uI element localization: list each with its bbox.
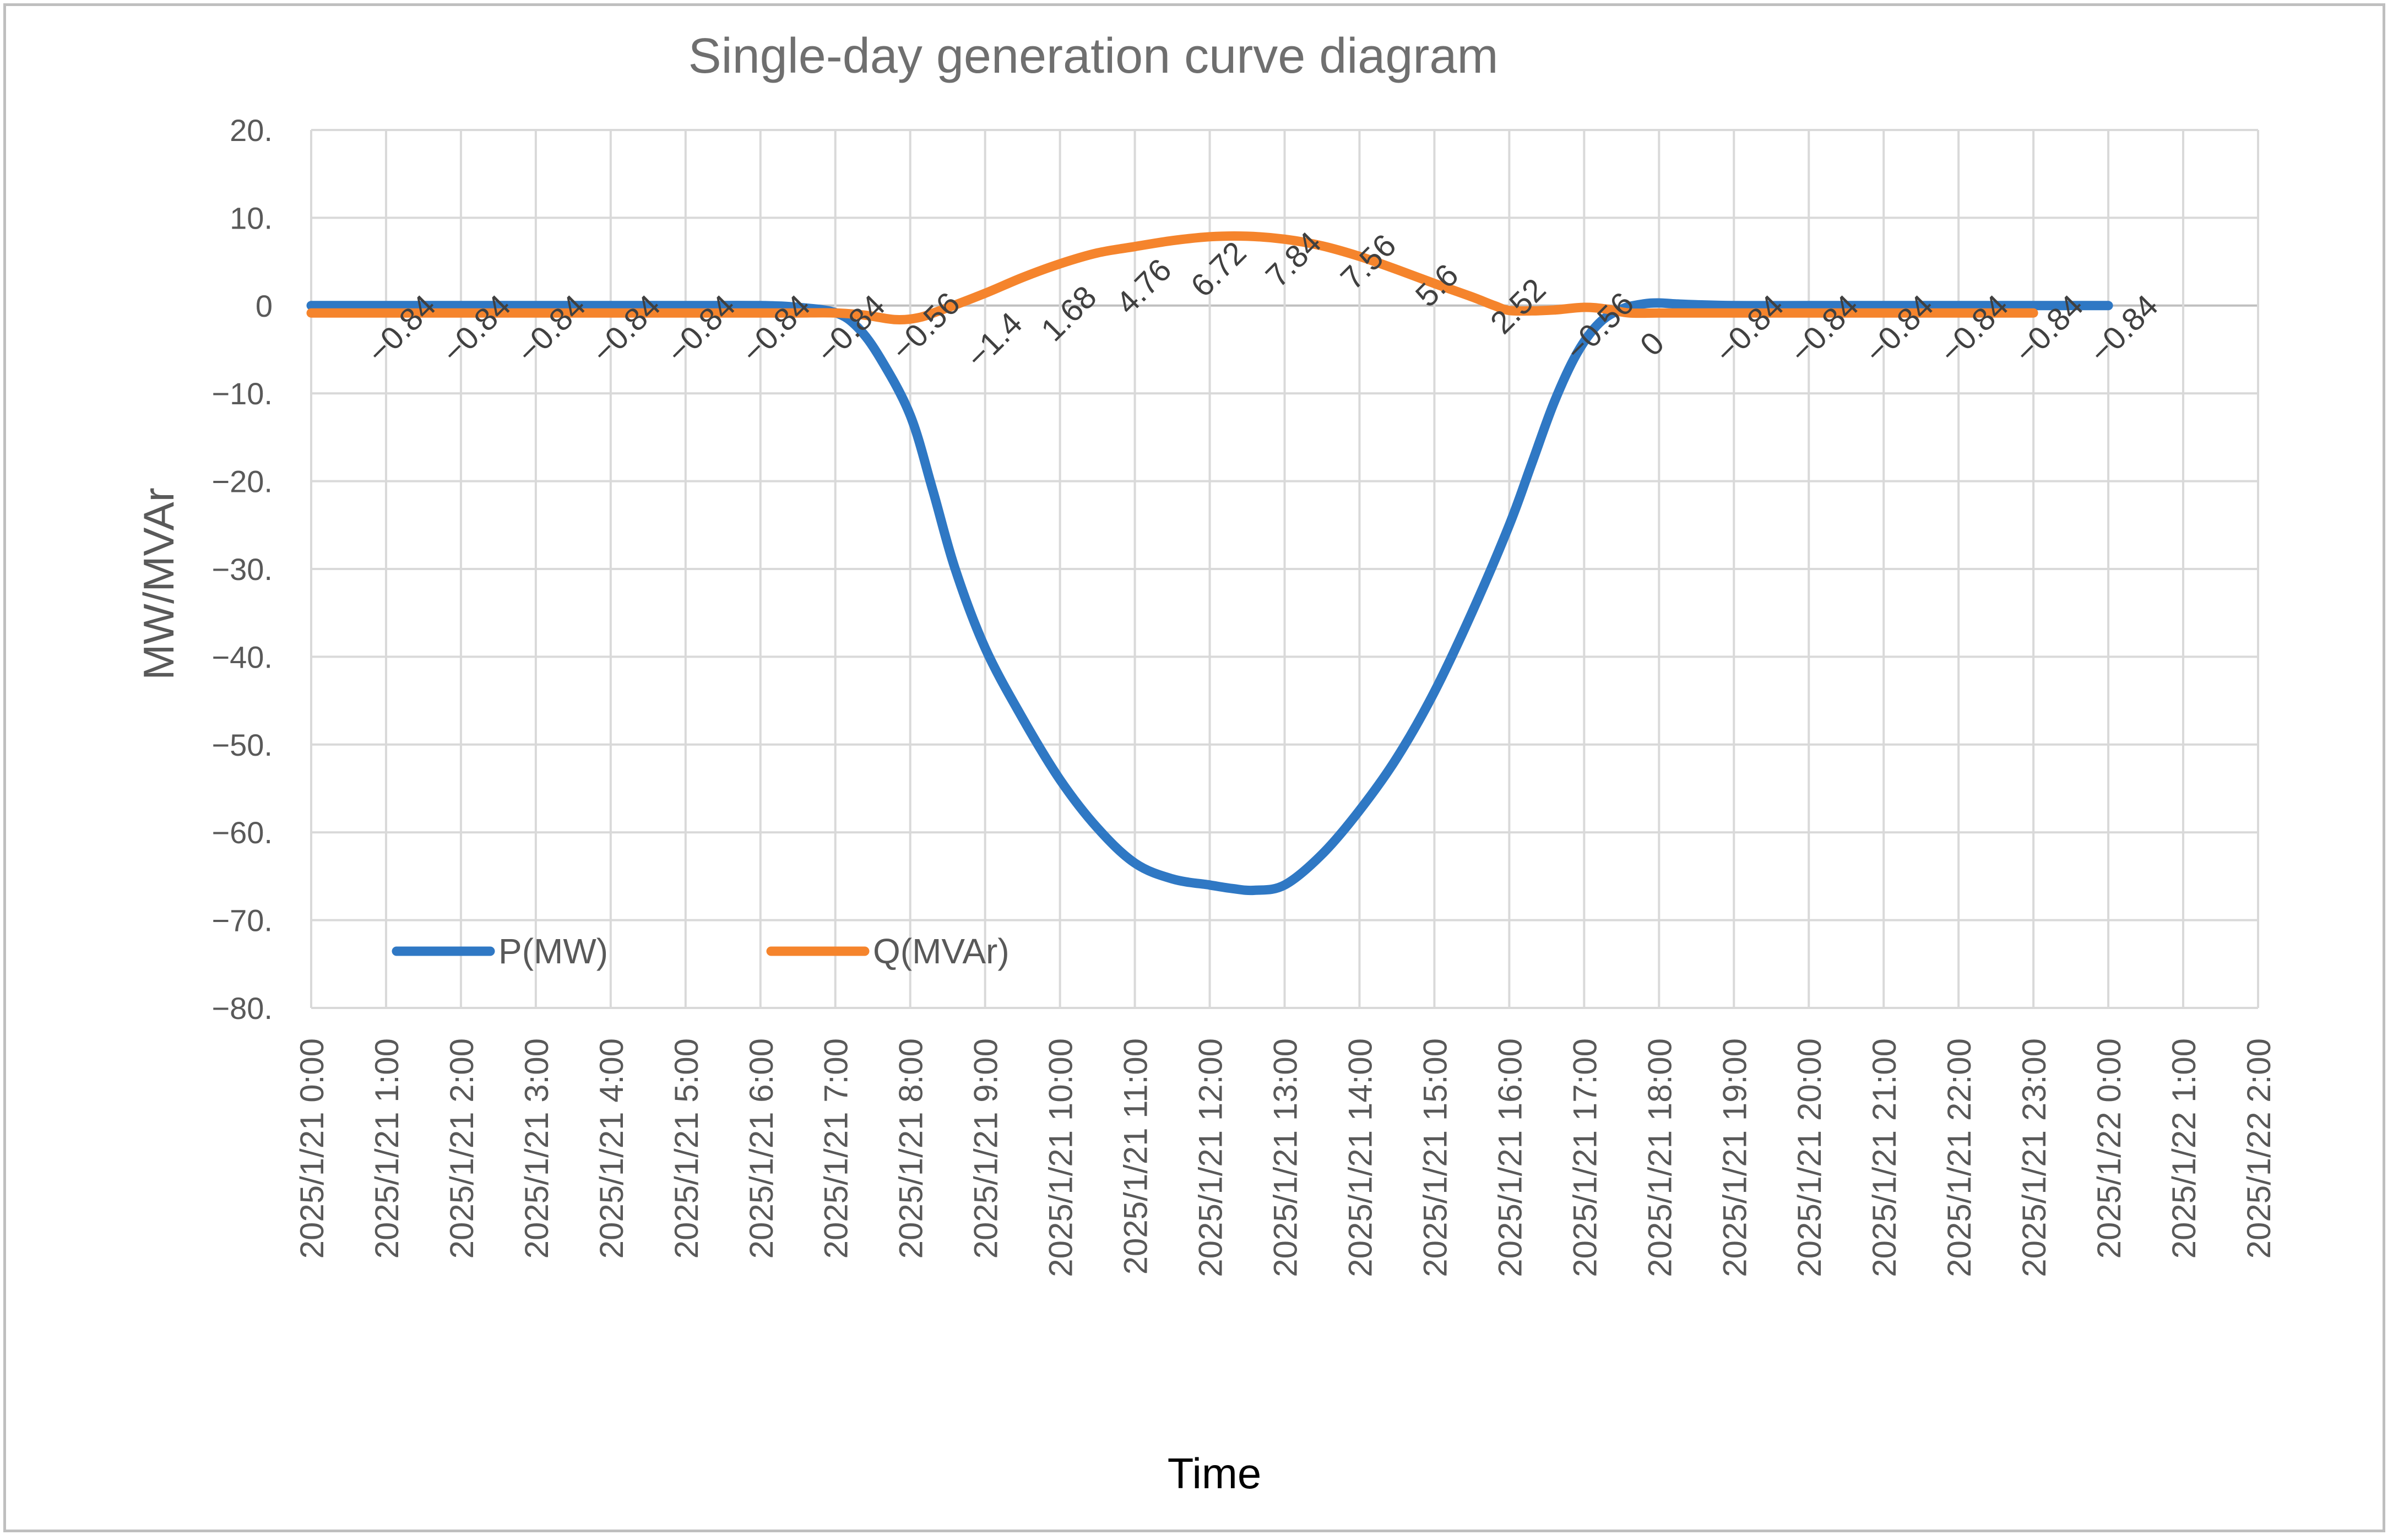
x-tick-label: 2025/1/21 20:00: [1791, 1038, 1828, 1277]
data-label: 1.68: [1034, 279, 1104, 348]
data-labels: −0.84−0.84−0.84−0.84−0.84−0.84−0.84−0.56…: [360, 225, 2165, 375]
x-tick-label: 2025/1/21 21:00: [1866, 1038, 1903, 1277]
data-label: −0.84: [510, 288, 593, 371]
x-tick-label: 2025/1/21 0:00: [294, 1038, 330, 1259]
x-tick-label: 2025/1/21 8:00: [893, 1038, 930, 1259]
x-tick-label: 2025/1/21 10:00: [1043, 1038, 1079, 1277]
x-tick-label: 2025/1/21 18:00: [1641, 1038, 1678, 1277]
data-label: −0.84: [1783, 288, 1865, 371]
data-label: −0.84: [2007, 288, 2090, 371]
data-label: −0.84: [1858, 288, 1940, 371]
x-tick-label: 2025/1/22 2:00: [2240, 1038, 2277, 1259]
x-tick-label: 2025/1/21 1:00: [368, 1038, 405, 1259]
x-tick-label: 2025/1/21 5:00: [668, 1038, 705, 1259]
x-tick-label: 2025/1/21 15:00: [1417, 1038, 1453, 1277]
data-label: 2.52: [1484, 272, 1553, 341]
x-tick-label: 2025/1/21 7:00: [818, 1038, 855, 1259]
x-tick-label: 2025/1/21 13:00: [1267, 1038, 1304, 1277]
data-label: −1.4: [959, 305, 1029, 375]
chart-frame: [3, 3, 2385, 1532]
x-tick-label: 2025/1/22 1:00: [2166, 1038, 2202, 1259]
chart-title: Single-day generation curve diagram: [688, 29, 1499, 84]
x-tick-label: 2025/1/21 12:00: [1192, 1038, 1229, 1277]
y-tick-label: −30.: [211, 552, 273, 587]
data-label: −0.84: [1933, 288, 2015, 371]
y-tick-label: 20.: [230, 113, 273, 148]
y-axis-label: MW/MVAr: [134, 487, 183, 680]
data-label: −0.84: [735, 288, 817, 371]
data-label: −0.56: [885, 285, 967, 368]
x-tick-label: 2025/1/21 2:00: [443, 1038, 480, 1259]
x-tick-label: 2025/1/21 16:00: [1491, 1038, 1528, 1277]
legend-item: Q(MVAr): [766, 931, 1010, 971]
series-line-p-mw: [306, 298, 2113, 896]
series-lines: [306, 231, 2113, 896]
y-tick-labels: 20. 10. 0 −10. −20. −30. −40. −50. −60. −70. −80.: [211, 113, 273, 1026]
series-line-q-mvar: [306, 231, 2038, 325]
y-tick-label: −40.: [211, 639, 273, 674]
x-tick-labels: 2025/1/21 0:00 2025/1/21 1:00 2025/1/21 2:…: [294, 1038, 2277, 1277]
y-tick-label: −10.: [211, 376, 273, 411]
y-tick-label: −60.: [211, 815, 273, 850]
data-label: −0.56: [1559, 285, 1641, 368]
data-label: 6.72: [1184, 235, 1254, 304]
data-label: −0.84: [1708, 288, 1790, 371]
data-label: −0.84: [585, 288, 668, 371]
y-tick-label: −80.: [211, 991, 273, 1026]
data-label: 7.56: [1334, 227, 1403, 297]
x-tick-label: 2025/1/21 19:00: [1716, 1038, 1753, 1277]
data-label: −0.84: [435, 288, 518, 371]
x-tick-label: 2025/1/21 4:00: [593, 1038, 630, 1259]
x-tick-label: 2025/1/21 23:00: [2016, 1038, 2053, 1277]
x-tick-label: 2025/1/21 11:00: [1117, 1038, 1154, 1275]
x-axis-label: Time: [1168, 1449, 1261, 1498]
x-tick-label: 2025/1/21 3:00: [518, 1038, 555, 1259]
data-label: 4.76: [1109, 252, 1179, 321]
y-tick-label: 10.: [230, 200, 273, 235]
data-label: −0.84: [360, 288, 443, 371]
x-tick-label: 2025/1/21 22:00: [1941, 1038, 1978, 1277]
legend: P(MW) Q(MVAr): [392, 931, 1010, 971]
y-tick-label: 0: [256, 289, 273, 323]
x-tick-label: 2025/1/21 17:00: [1566, 1038, 1603, 1277]
x-tick-label: 2025/1/21 6:00: [743, 1038, 780, 1259]
data-label: −0.84: [2082, 288, 2165, 371]
legend-label: Q(MVAr): [873, 931, 1010, 971]
y-tick-label: −50.: [211, 728, 273, 762]
legend-item: P(MW): [392, 931, 608, 971]
data-label: −0.84: [660, 288, 742, 371]
data-label: 0: [1634, 325, 1672, 363]
x-tick-label: 2025/1/22 0:00: [2091, 1038, 2128, 1259]
legend-label: P(MW): [498, 931, 608, 971]
y-tick-label: −20.: [211, 464, 273, 499]
x-tick-label: 2025/1/21 14:00: [1342, 1038, 1379, 1277]
gridlines: [310, 129, 2259, 1009]
x-tick-label: 2025/1/21 9:00: [968, 1038, 1005, 1259]
y-tick-label: −70.: [211, 903, 273, 938]
